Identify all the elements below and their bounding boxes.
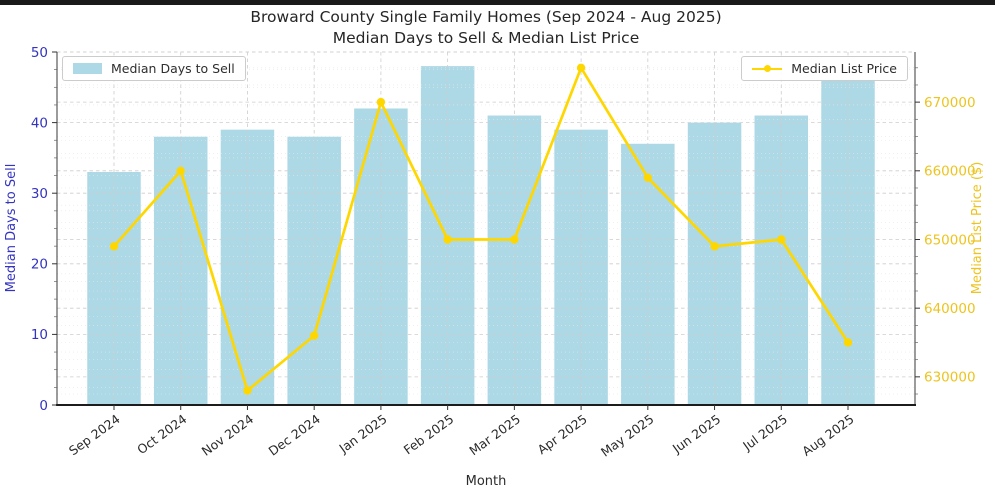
- left-tick-label: 40: [31, 115, 48, 131]
- legend-price: Median List Price: [741, 56, 908, 81]
- x-tick-label: Dec 2024: [266, 411, 323, 458]
- legend-bar-swatch: [73, 63, 102, 74]
- x-tick-label: Jan 2025: [336, 411, 390, 456]
- price-point: [710, 242, 719, 251]
- x-tick-label: Feb 2025: [401, 411, 457, 457]
- price-point: [510, 235, 519, 244]
- left-axis-label: Median Days to Sell: [4, 164, 19, 293]
- price-point: [376, 97, 386, 107]
- price-point: [843, 338, 853, 347]
- price-point: [777, 235, 786, 244]
- left-tick-label: 30: [31, 186, 48, 202]
- x-tick-label: Apr 2025: [535, 411, 590, 457]
- left-tick-label: 50: [31, 45, 48, 61]
- x-tick-label: Jul 2025: [739, 411, 790, 454]
- right-axis-label: Median List Price ($): [970, 162, 985, 295]
- right-tick-label: 650000: [924, 232, 976, 248]
- x-tick-label: May 2025: [598, 411, 657, 459]
- price-point: [576, 63, 586, 72]
- x-tick-label: Oct 2024: [134, 411, 189, 457]
- x-tick-label: Mar 2025: [466, 411, 523, 458]
- left-tick-label: 20: [31, 257, 48, 273]
- price-point: [443, 235, 452, 244]
- legend-line-swatch: [752, 63, 783, 74]
- left-tick-label: 0: [39, 398, 48, 414]
- left-tick-label: 10: [31, 327, 48, 343]
- x-tick-label: Sep 2024: [66, 411, 123, 458]
- chart-subtitle: Median Days to Sell & Median List Price: [332, 29, 640, 47]
- x-tick-label: Aug 2025: [799, 411, 857, 459]
- chart-title: Broward County Single Family Homes (Sep …: [250, 8, 722, 26]
- legend-line-marker-icon: [763, 65, 771, 72]
- x-tick-label: Jun 2025: [669, 411, 723, 456]
- window-top-strip: [0, 0, 995, 5]
- price-point: [309, 331, 319, 340]
- legend-days: Median Days to Sell: [62, 56, 246, 81]
- right-tick-label: 630000: [924, 370, 976, 386]
- right-tick-label: 660000: [924, 164, 976, 180]
- price-point: [176, 166, 185, 176]
- x-axis-label: Month: [466, 474, 507, 489]
- legend-days-label: Median Days to Sell: [111, 61, 235, 76]
- right-tick-label: 670000: [924, 95, 976, 111]
- chart-title-block: Broward County Single Family Homes (Sep …: [0, 7, 972, 49]
- x-tick-label: Nov 2024: [199, 411, 257, 459]
- price-point: [109, 242, 119, 251]
- price-point: [243, 386, 252, 395]
- legend-price-label: Median List Price: [791, 61, 897, 76]
- price-line: [112, 66, 850, 392]
- price-point: [643, 173, 653, 182]
- right-tick-label: 640000: [924, 301, 976, 317]
